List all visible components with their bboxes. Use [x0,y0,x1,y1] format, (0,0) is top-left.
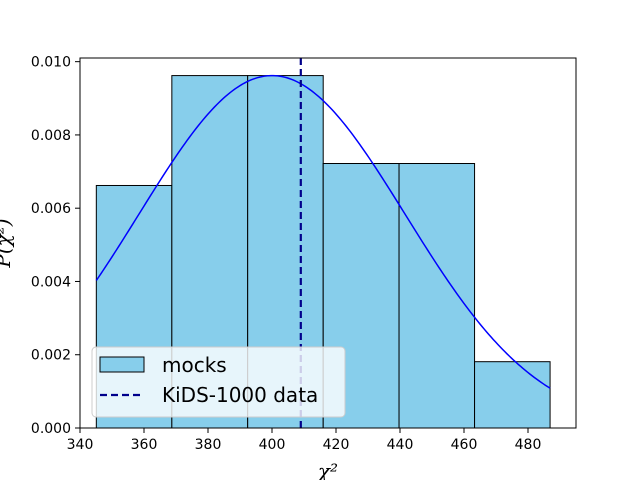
x-axis-label: χ² [316,459,338,480]
y-tick-label: 0.006 [31,201,71,217]
y-axis-ticks: 0.000 0.002 0.004 0.006 0.008 0.010 [31,55,80,437]
x-tick-label: 480 [515,437,542,453]
x-tick-label: 360 [131,437,158,453]
x-tick-label: 400 [259,437,286,453]
x-axis-ticks: 340 360 380 400 420 440 460 480 [67,428,542,453]
theory-curve [95,74,551,389]
y-tick-label: 0.002 [31,348,71,364]
plot-frame [79,57,577,429]
y-tick-label: 0.010 [31,55,71,71]
y-tick-label: 0.000 [31,421,71,437]
y-axis-label: P(χ²) [0,218,15,268]
x-tick-label: 460 [451,437,478,453]
x-tick-label: 440 [387,437,414,453]
legend-box [91,346,346,418]
y-tick-label: 0.008 [31,128,71,144]
x-tick-label: 340 [67,437,94,453]
x-tick-label: 380 [195,437,222,453]
legend-mocks-patch [99,356,145,373]
legend: mocks KiDS-1000 data [91,346,346,418]
histogram-bar-5 [398,163,476,429]
y-tick-label: 0.004 [31,274,71,290]
legend-data-label: KiDS-1000 data [162,383,318,407]
histogram-bar-6 [474,361,551,429]
legend-mocks-label: mocks [162,353,227,377]
x-tick-label: 420 [323,437,350,453]
